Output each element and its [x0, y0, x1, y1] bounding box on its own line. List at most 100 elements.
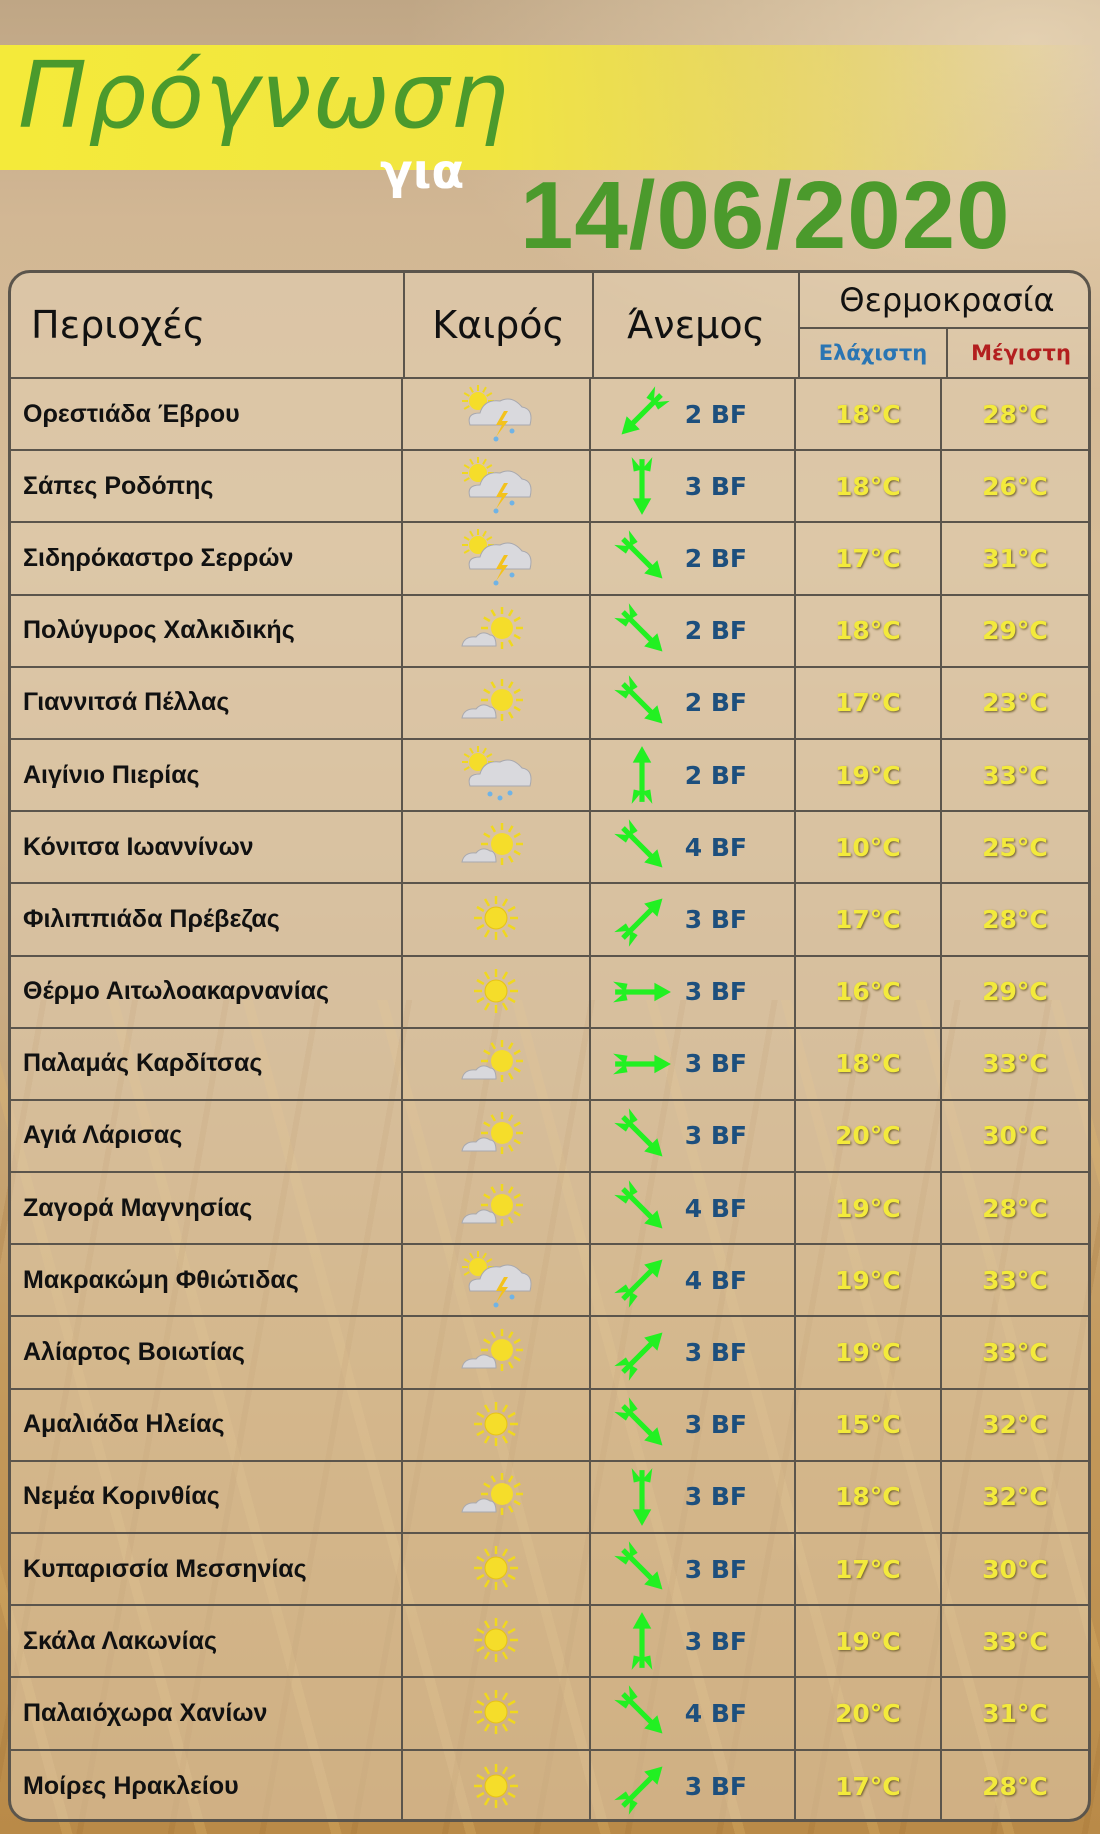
- wind-arrow-icon: [631, 746, 653, 804]
- weather-cell: [403, 1606, 591, 1677]
- min-temperature: 19°C: [796, 1606, 942, 1677]
- region-name: Αγιά Λάρισας: [11, 1100, 403, 1172]
- max-temperature: 32°C: [982, 1482, 1048, 1512]
- wind-cell: 4 BF: [591, 1678, 796, 1749]
- page-title: Πρόγνωση: [18, 42, 510, 149]
- region-name: Ζαγορά Μαγνησίας: [11, 1173, 403, 1244]
- wind-arrow-icon: [613, 1541, 663, 1590]
- sun-icon: [473, 1401, 518, 1446]
- sun-icon: [473, 896, 518, 941]
- wind-force: 3 BF: [684, 904, 747, 934]
- wind-cell: 3 BF: [591, 451, 796, 522]
- sun-icon: [473, 1618, 518, 1663]
- weather-cell: [403, 1389, 591, 1460]
- wind-force: 2 BF: [684, 543, 747, 573]
- column-header-min: Ελάχιστη: [800, 329, 948, 377]
- wind-arrow-icon: [613, 1108, 663, 1157]
- region-name: Αλίαρτος Βοιωτίας: [11, 1317, 403, 1388]
- table-row: Φιλιππιάδα Πρέβεζας 3 BF 17°C 28°C: [11, 884, 1088, 957]
- wind-arrow-icon: [612, 981, 671, 1002]
- wind-arrow-icon: [612, 1053, 671, 1075]
- wind-cell: 3 BF: [591, 1100, 796, 1172]
- wind-force: 3 BF: [684, 977, 747, 1007]
- region-name: Ορεστιάδα Έβρου: [11, 379, 403, 450]
- region-name: Νεμέα Κορινθίας: [11, 1461, 403, 1532]
- wind-arrow-icon: [631, 1612, 653, 1671]
- wind-cell: 3 BF: [591, 1461, 796, 1532]
- weather-cell: [403, 1245, 591, 1316]
- max-temperature: 33°C: [982, 1338, 1048, 1368]
- region-name: Κόνιτσα Ιωαννίνων: [11, 812, 403, 883]
- max-temperature: 33°C: [982, 760, 1048, 790]
- max-temperature: 31°C: [982, 543, 1048, 573]
- table-row: Σιδηρόκαστρο Σερρών 2 BF 17°C 31°C: [11, 523, 1088, 596]
- weather-cell: [403, 451, 591, 522]
- table-row: Γιαννιτσά Πέλλας 2 BF 17°C 23°C: [11, 667, 1088, 740]
- weather-cell: [403, 956, 591, 1027]
- table-row: Παλαιόχωρα Χανίων 4 BF 20°C 31°C: [11, 1678, 1088, 1751]
- min-temperature: 18°C: [796, 379, 942, 450]
- max-temperature: 33°C: [982, 1626, 1048, 1656]
- sun-icon: [473, 1763, 518, 1808]
- wind-force: 4 BF: [684, 1193, 747, 1223]
- weather-cell: [403, 1173, 591, 1244]
- table-row: Αλίαρτος Βοιωτίας 3 BF 19°C 33°C: [11, 1317, 1088, 1390]
- wind-cell: 2 BF: [591, 739, 796, 811]
- sun-cloud-icon: [461, 606, 523, 649]
- max-temperature: 30°C: [982, 1121, 1048, 1151]
- min-temperature: 20°C: [796, 1678, 942, 1749]
- header-divider: [11, 377, 1088, 379]
- thunderstorm-sun-icon: [461, 457, 532, 514]
- table-row: Κυπαρισσία Μεσσηνίας 3 BF 17°C 30°C: [11, 1534, 1088, 1607]
- wind-force: 3 BF: [684, 471, 747, 501]
- min-temperature: 18°C: [796, 1461, 942, 1532]
- wind-arrow-icon: [613, 1259, 663, 1309]
- wind-cell: 3 BF: [591, 1534, 796, 1605]
- wind-cell: 2 BF: [591, 379, 796, 450]
- weather-cell: [403, 595, 591, 666]
- column-header-region: Περιοχές: [11, 273, 405, 377]
- thunderstorm-sun-icon: [461, 385, 532, 442]
- weather-cell: [403, 1461, 591, 1532]
- wind-cell: 2 BF: [591, 523, 796, 594]
- min-temperature: 19°C: [796, 1317, 942, 1388]
- wind-arrow-icon: [613, 1332, 663, 1381]
- weather-cell: [403, 1534, 591, 1605]
- max-temperature: 28°C: [982, 1193, 1048, 1223]
- weather-cell: [403, 1317, 591, 1388]
- max-temperature: 33°C: [982, 1049, 1048, 1079]
- max-temperature: 30°C: [982, 1554, 1048, 1584]
- sun-cloud-icon: [461, 1328, 523, 1371]
- weather-cell: [403, 739, 591, 811]
- region-name: Θέρμο Αιτωλοακαρνανίας: [11, 956, 403, 1027]
- weather-cell: [403, 1100, 591, 1172]
- sun-icon: [473, 1546, 518, 1591]
- min-temperature: 18°C: [796, 595, 942, 666]
- region-name: Μακρακώμη Φθιώτιδας: [11, 1245, 403, 1316]
- thunderstorm-sun-icon: [461, 1251, 532, 1308]
- table-row: Μακρακώμη Φθιώτιδας 4 BF 19°C 33°C: [11, 1245, 1088, 1318]
- table-row: Κόνιτσα Ιωαννίνων 4 BF 10°C 25°C: [11, 812, 1088, 885]
- wind-cell: 2 BF: [591, 595, 796, 666]
- min-temperature: 17°C: [796, 1750, 942, 1819]
- max-temperature: 23°C: [982, 688, 1048, 718]
- max-temperature: 28°C: [982, 399, 1048, 429]
- wind-cell: 2 BF: [591, 667, 796, 738]
- wind-force: 4 BF: [684, 1265, 747, 1295]
- wind-force: 3 BF: [684, 1410, 747, 1440]
- min-temperature: 18°C: [796, 1028, 942, 1099]
- thunderstorm-sun-icon: [461, 529, 532, 586]
- min-temperature: 16°C: [796, 956, 942, 1027]
- wind-force: 3 BF: [684, 1772, 747, 1802]
- wind-cell: 4 BF: [591, 1245, 796, 1316]
- table-row: Πολύγυρος Χαλκιδικής 2 BF 18°C 29°C: [11, 595, 1088, 668]
- weather-cell: [403, 884, 591, 955]
- min-temperature: 18°C: [796, 451, 942, 522]
- wind-force: 3 BF: [684, 1121, 747, 1151]
- min-temperature: 17°C: [796, 1534, 942, 1605]
- wind-force: 3 BF: [684, 1554, 747, 1584]
- wind-arrow-icon: [613, 602, 663, 652]
- wind-arrow-icon: [613, 675, 663, 724]
- wind-force: 2 BF: [684, 688, 747, 718]
- column-header-weather: Καιρός: [405, 273, 594, 377]
